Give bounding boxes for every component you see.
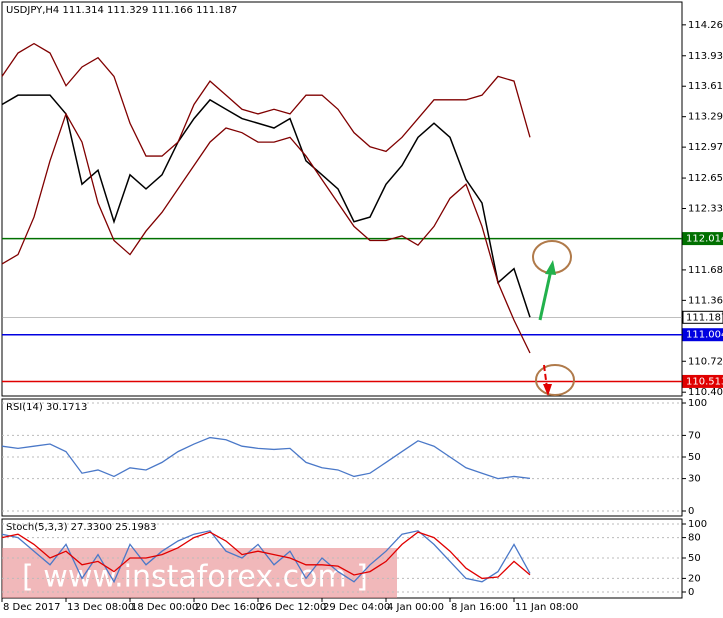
x-tick-label: 29 Dec 04:00	[323, 602, 390, 613]
y-tick-label: 50	[688, 452, 701, 463]
series-line	[1, 530, 531, 584]
y-tick-label: 113.295	[688, 112, 723, 123]
series-line	[1, 42, 531, 157]
x-tick-label: 4 Jan 00:00	[387, 602, 444, 613]
chart-title: USDJPY,H4 111.314 111.329 111.166 111.18…	[6, 5, 237, 16]
y-tick-label: 110.725	[688, 356, 723, 367]
y-tick-label: 114.260	[688, 20, 723, 31]
level-box	[682, 328, 723, 342]
rsi-title: RSI(14) 30.1713	[6, 402, 87, 413]
y-tick-label: 50	[688, 553, 701, 564]
down-arrowhead	[543, 384, 552, 396]
level-label: 112.014	[686, 234, 723, 245]
level-label: 111.004	[686, 330, 723, 341]
y-tick-label: 30	[688, 474, 701, 485]
level-label: 110.513	[686, 376, 723, 387]
y-tick-label: 112.650	[688, 173, 723, 184]
target-circle	[535, 364, 575, 396]
y-tick-label: 111.685	[688, 265, 723, 276]
y-tick-label: 70	[688, 430, 701, 441]
level-box	[682, 310, 723, 324]
y-tick-label: 111.365	[688, 295, 723, 306]
stoch-title: Stoch(5,3,3) 27.3300 25.1983	[6, 522, 157, 533]
level-label: 111.187	[686, 312, 723, 323]
x-tick-label: 8 Dec 2017	[3, 602, 61, 613]
y-tick-label: 20	[688, 573, 701, 584]
main-panel	[1, 1, 683, 397]
x-tick-label: 18 Dec 00:00	[131, 602, 198, 613]
series-line	[1, 112, 531, 354]
y-tick-label: 112.330	[688, 204, 723, 215]
x-tick-label: 13 Dec 08:00	[67, 602, 134, 613]
watermark-box	[2, 548, 397, 598]
series-line	[1, 94, 531, 318]
up-arrow	[538, 269, 553, 321]
y-tick-label: 113.935	[688, 51, 723, 62]
y-tick-label: 112.975	[688, 142, 723, 153]
y-tick-label: 80	[688, 533, 701, 544]
marks: 114.260 113.935 113.615 113.295 112.975 112.6…	[1, 20, 723, 613]
y-tick-label: 110.400	[688, 387, 723, 398]
y-tick-label: 113.615	[688, 81, 723, 92]
x-tick-label: 8 Jan 16:00	[451, 602, 508, 613]
series-line	[1, 531, 531, 580]
x-tick-label: 20 Dec 16:00	[195, 602, 262, 613]
series-line	[1, 436, 531, 480]
x-tick-label: 26 Dec 12:00	[259, 602, 326, 613]
y-tick-label: 0	[688, 506, 694, 517]
y-tick-label: 100	[688, 398, 707, 409]
y-tick-label: 100	[688, 519, 707, 530]
level-box	[682, 232, 723, 246]
level-box	[682, 374, 723, 388]
y-tick-label: 0	[688, 587, 694, 598]
x-tick-label: 11 Jan 08:00	[515, 602, 578, 613]
up-arrowhead	[545, 260, 556, 275]
